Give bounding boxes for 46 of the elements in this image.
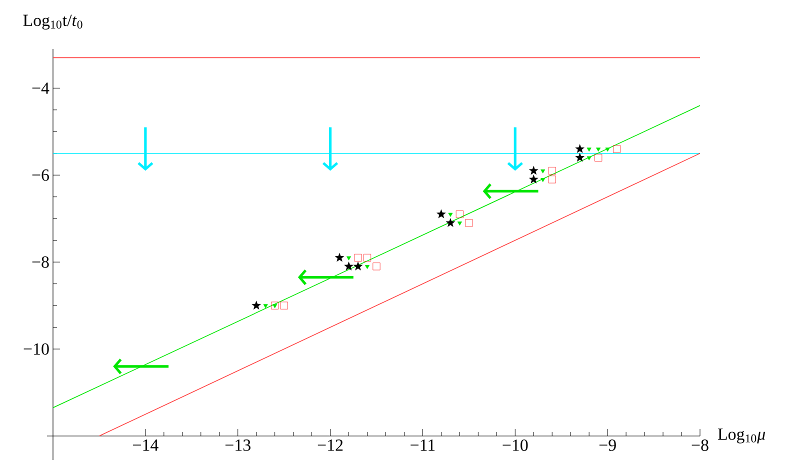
y-tick-label: −10 [24, 343, 49, 355]
y-tick-label: −6 [32, 169, 49, 181]
point [344, 261, 354, 270]
point [353, 261, 363, 270]
point [457, 222, 462, 226]
y-axis-title: Log$_{10}$t/t$_{0}$ [23, 14, 82, 30]
point [372, 262, 380, 270]
point [456, 210, 464, 218]
point [252, 300, 262, 310]
point [586, 156, 592, 160]
y-tick-label: −8 [32, 256, 49, 268]
x-tick-label: −10 [502, 440, 528, 451]
x-tick-label: −11 [410, 440, 435, 451]
point [271, 302, 279, 310]
point [363, 254, 372, 262]
x-axis-title: Log$_{10}$μ [718, 428, 766, 444]
point [575, 144, 585, 154]
point [280, 302, 288, 310]
point [354, 254, 362, 262]
x-tick-label: −13 [225, 440, 250, 451]
y-tick-label: −4 [32, 82, 50, 94]
point [586, 148, 592, 152]
point [594, 154, 602, 162]
point [548, 166, 556, 175]
point [575, 152, 585, 162]
x-tick-label: −14 [133, 440, 158, 451]
point [540, 178, 546, 182]
point [263, 304, 268, 308]
point [465, 219, 473, 227]
point [548, 176, 556, 184]
point [272, 304, 278, 308]
x-tick-label: −12 [318, 440, 343, 451]
point [596, 148, 601, 152]
point [446, 218, 456, 227]
point [448, 212, 453, 217]
point [528, 166, 538, 175]
point [540, 169, 546, 174]
point [613, 145, 621, 153]
point [436, 209, 446, 218]
x-tick-label: −9 [599, 440, 616, 451]
x-tick-label: −8 [692, 440, 708, 451]
point [346, 256, 352, 260]
point [605, 148, 610, 152]
point [364, 265, 370, 270]
point [334, 252, 344, 262]
point [528, 174, 538, 184]
